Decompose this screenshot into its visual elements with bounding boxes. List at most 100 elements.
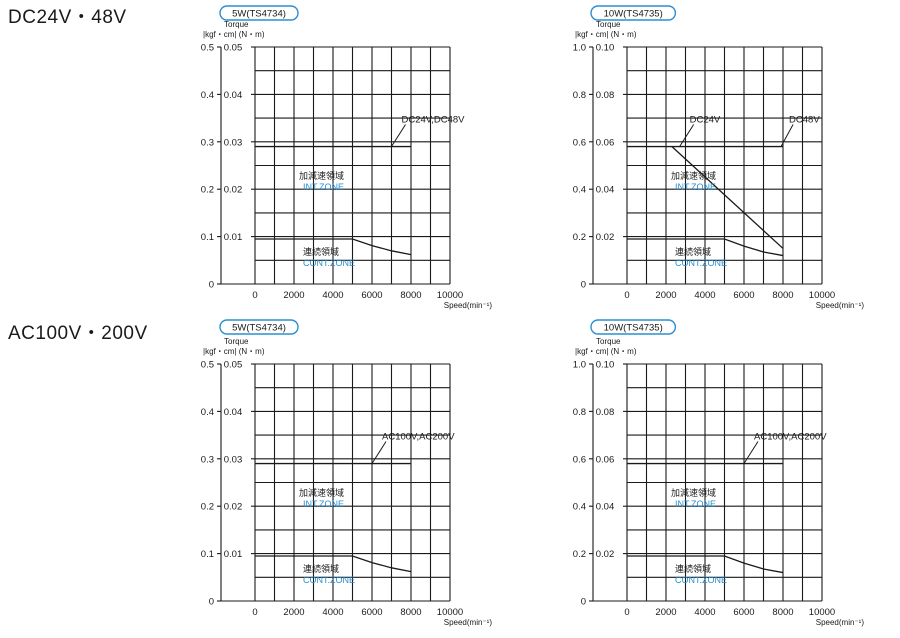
chart-2-zone-int-en: INT.ZONE (303, 499, 344, 509)
chart-1-badge (590, 5, 677, 21)
chart-2-nm-tick-label: 0.03 (224, 454, 243, 465)
chart-3-kgf-tick-label: 1.0 (573, 360, 586, 371)
chart-2-kgf-tick-label: 0.1 (201, 549, 214, 560)
chart-0-annotation-label: DC24V,DC48V (402, 115, 466, 126)
chart-0-x-tick-label: 4000 (322, 290, 343, 301)
chart-3-nm-tick-label: 0.10 (596, 360, 615, 371)
chart-1-badge-label: 10W(TS4735) (604, 9, 663, 20)
chart-0-x-tick-label: 6000 (361, 290, 382, 301)
chart-0-nm-tick-label: 0.05 (224, 43, 243, 54)
chart-2-x-tick-label: 2000 (283, 607, 304, 618)
chart-2-nm-tick-label: 0.05 (224, 360, 243, 371)
chart-0-y-axis-title: Torque (224, 20, 249, 29)
chart-2-zone-cont-jp: 連続領域 (303, 563, 339, 575)
chart-3-nm-tick-label: 0.02 (596, 549, 615, 560)
chart-1-kgf-tick-label: 0.2 (573, 232, 586, 243)
chart-1-x-tick-label: 8000 (772, 290, 793, 301)
chart-0-kgf-tick-label: 0.5 (201, 43, 214, 54)
chart-3-series-1 (627, 555, 784, 574)
section-title-dc: DC24V・48V (8, 7, 127, 28)
chart-1-x-tick-label: 6000 (733, 290, 754, 301)
chart-2-kgf-tick-label: 0.3 (201, 454, 214, 465)
chart-2-x-tick-label: 8000 (400, 607, 421, 618)
chart-1-x-tick-label: 4000 (694, 290, 715, 301)
chart-3-x-tick-label: 4000 (694, 607, 715, 618)
chart-2-nm-tick-label: 0.04 (224, 407, 243, 418)
chart-1-annotation-leader (780, 124, 794, 147)
chart-2-nm-tick-label: 0.01 (224, 549, 243, 560)
chart-3-nm-tick-label: 0.04 (596, 502, 615, 513)
chart-3-x-axis-title: Speed(min⁻¹) (816, 618, 865, 627)
chart-0-nm-tick-label: 0.01 (224, 232, 243, 243)
chart-3-nm-tick-label: 0.06 (596, 454, 615, 465)
chart-1-x-tick-label: 0 (624, 290, 629, 301)
chart-3-zone-cont-en: CONT.ZONE (675, 575, 727, 585)
chart-0-kgf-tick-label: 0.4 (201, 90, 214, 101)
chart-0-x-tick-label: 2000 (283, 290, 304, 301)
chart-2-annotation-label: AC100V,AC200V (382, 432, 455, 443)
chart-0-x-tick-label: 0 (252, 290, 257, 301)
chart-0-kgf-tick-label: 0.2 (201, 185, 214, 196)
chart-0-x-axis-title: Speed(min⁻¹) (444, 301, 493, 310)
chart-0-zone-cont-jp: 連続領域 (303, 246, 339, 258)
chart-0-x-tick-label: 8000 (400, 290, 421, 301)
chart-3-kgf-tick-label: 0.6 (573, 454, 586, 465)
chart-0-zone-cont-en: CONT.ZONE (303, 258, 355, 268)
chart-2-y-axis-title: Torque (224, 337, 249, 346)
chart-3-kgf-tick-label: 0.4 (573, 502, 586, 513)
chart-1-x-tick-label: 2000 (655, 290, 676, 301)
chart-2-nm-tick-label: 0.02 (224, 502, 243, 513)
chart-2-series-1 (255, 555, 412, 573)
chart-1-annotation-leader (679, 124, 695, 147)
chart-0-nm-tick-label: 0.03 (224, 137, 243, 148)
chart-1-kgf-tick-label: 0.6 (573, 137, 586, 148)
chart-0-y-axis-units: |kgf・cm| (N・m) (203, 30, 265, 39)
chart-3-kgf-tick-label: 0 (581, 597, 586, 608)
chart-0-nm-tick-label: 0.04 (224, 90, 243, 101)
chart-3-zone-int-en: INT.ZONE (675, 499, 716, 509)
chart-2-zone-cont-en: CONT.ZONE (303, 575, 355, 585)
section-title-ac: AC100V・200V (8, 323, 148, 344)
chart-1-kgf-tick-label: 1.0 (573, 43, 586, 54)
chart-1-zone-cont-jp: 連続領域 (675, 246, 711, 258)
chart-1-zone-cont-en: CONT.ZONE (675, 258, 727, 268)
chart-2-zone-int-jp: 加減速領域 (299, 487, 344, 499)
chart-1-zone-int-en: INT.ZONE (675, 182, 716, 192)
chart-0-badge (219, 5, 299, 21)
chart-1-nm-tick-label: 0.08 (596, 90, 615, 101)
chart-2-badge-label: 5W(TS4734) (232, 323, 286, 334)
chart-2-x-tick-label: 0 (252, 607, 257, 618)
chart-2-x-axis-title: Speed(min⁻¹) (444, 618, 493, 627)
chart-1-nm-tick-label: 0.02 (596, 232, 615, 243)
chart-2-kgf-tick-label: 0.4 (201, 407, 214, 418)
chart-3-badge (590, 319, 677, 335)
chart-3-kgf-tick-label: 0.8 (573, 407, 586, 418)
chart-1-series-1 (671, 146, 784, 249)
chart-2-kgf-tick-label: 0.5 (201, 360, 214, 371)
chart-0-kgf-tick-label: 0 (209, 280, 214, 291)
chart-3-x-tick-label: 2000 (655, 607, 676, 618)
chart-2-x-tick-label: 6000 (361, 607, 382, 618)
chart-3-zone-cont-jp: 連続領域 (675, 563, 711, 575)
chart-1-x-tick-label: 10000 (809, 290, 835, 301)
chart-2-y-axis-units: |kgf・cm| (N・m) (203, 347, 265, 356)
chart-3-x-tick-label: 6000 (733, 607, 754, 618)
chart-1-nm-tick-label: 0.06 (596, 137, 615, 148)
chart-3-nm-tick-label: 0.08 (596, 407, 615, 418)
chart-1-kgf-tick-label: 0.8 (573, 90, 586, 101)
chart-3-x-tick-label: 10000 (809, 607, 835, 618)
chart-3-zone-int-jp: 加減速領域 (671, 487, 716, 499)
chart-1-zone-int-jp: 加減速領域 (671, 170, 716, 182)
chart-3-x-tick-label: 0 (624, 607, 629, 618)
chart-1-annotation-label: DC24V (690, 115, 721, 126)
chart-1-kgf-tick-label: 0 (581, 280, 586, 291)
chart-1-kgf-tick-label: 0.4 (573, 185, 586, 196)
chart-1-y-axis-units: |kgf・cm| (N・m) (575, 30, 637, 39)
chart-0-zone-int-jp: 加減速領域 (299, 170, 344, 182)
chart-3-kgf-tick-label: 0.2 (573, 549, 586, 560)
chart-0-series-1 (255, 238, 412, 256)
chart-2-x-tick-label: 10000 (437, 607, 463, 618)
